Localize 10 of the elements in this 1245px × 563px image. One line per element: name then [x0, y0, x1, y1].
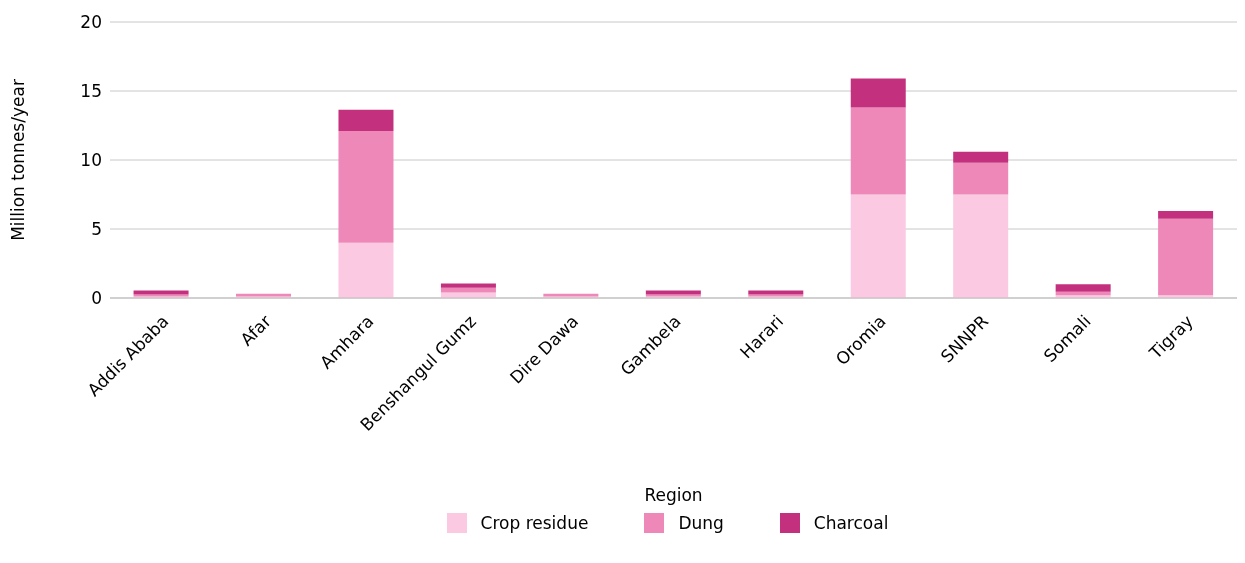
y-tick-label: 0: [91, 288, 102, 309]
y-tick-label: 10: [80, 150, 102, 171]
y-tick-label: 15: [80, 81, 102, 102]
x-axis-title: Region: [644, 485, 703, 505]
y-axis-title: Million tonnes/year: [8, 79, 29, 241]
y-tick-label: 5: [91, 219, 102, 240]
y-tick-label: 20: [80, 12, 102, 33]
legend-label: Dung: [678, 513, 724, 533]
legend-label: Charcoal: [813, 513, 889, 533]
legend-label: Crop residue: [480, 513, 589, 533]
